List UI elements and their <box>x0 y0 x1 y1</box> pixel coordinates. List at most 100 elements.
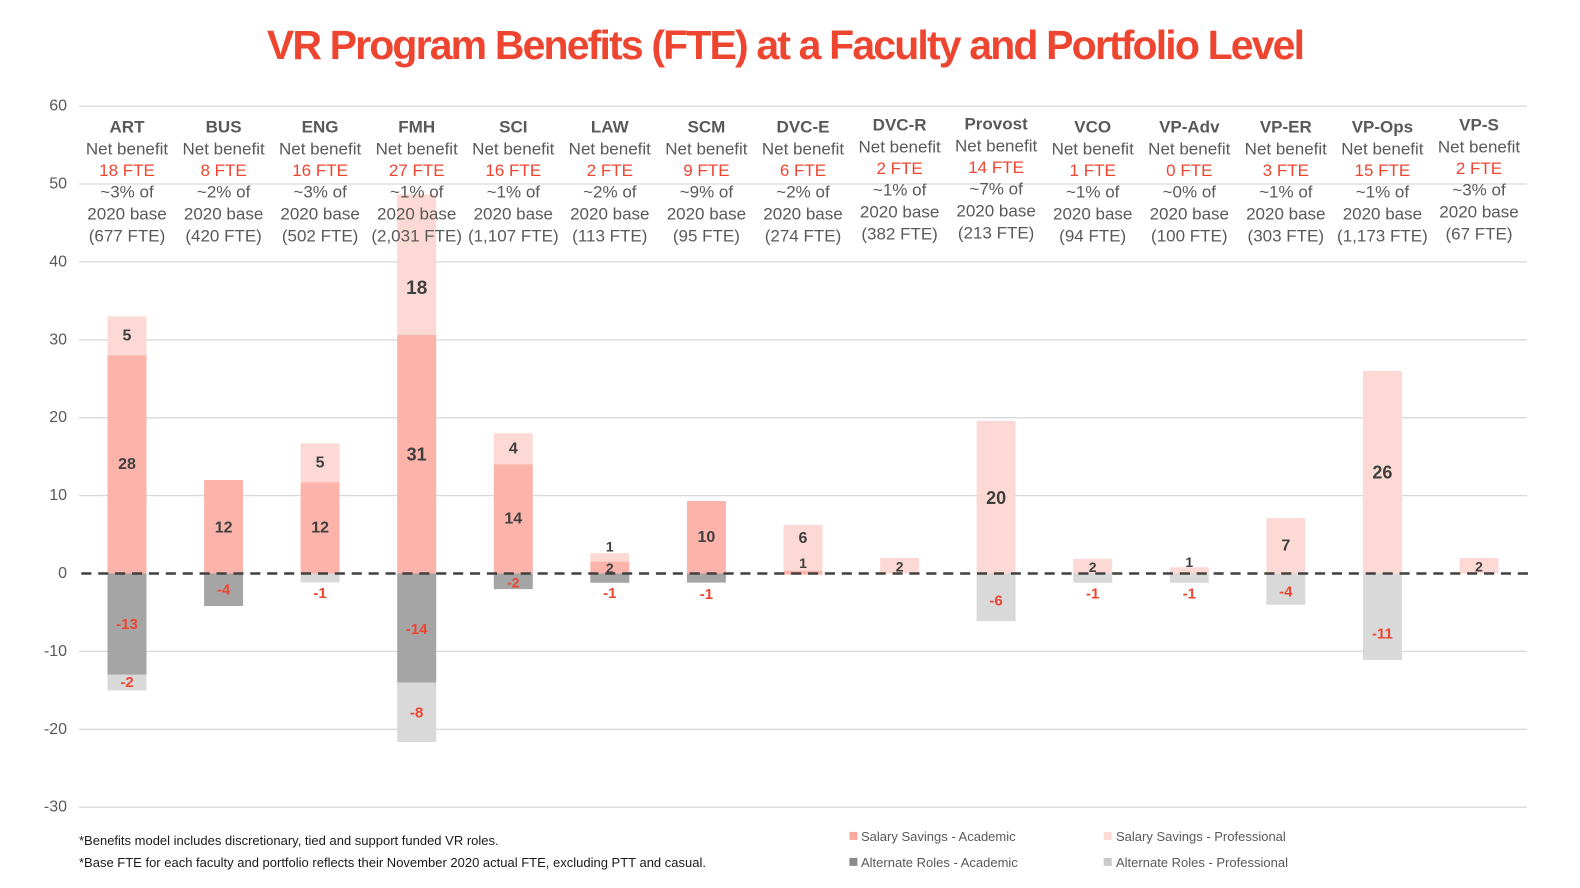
svg-text:~2% of: ~2% of <box>583 183 637 202</box>
svg-text:(67 FTE): (67 FTE) <box>1445 225 1512 244</box>
svg-text:(95 FTE): (95 FTE) <box>673 227 740 246</box>
svg-text:(382 FTE): (382 FTE) <box>861 225 938 244</box>
svg-text:Salary Savings - Professional: Salary Savings - Professional <box>1116 829 1286 844</box>
svg-text:28: 28 <box>118 456 136 473</box>
svg-text:~2% of: ~2% of <box>197 183 251 202</box>
svg-text:2 FTE: 2 FTE <box>1456 159 1502 178</box>
svg-text:2020 base: 2020 base <box>860 203 939 222</box>
svg-text:20: 20 <box>986 488 1006 508</box>
svg-text:SCM: SCM <box>688 118 726 137</box>
svg-text:2020 base: 2020 base <box>1053 205 1132 224</box>
svg-text:-13: -13 <box>116 616 138 633</box>
svg-text:Net benefit: Net benefit <box>279 140 361 159</box>
svg-text:40: 40 <box>49 253 67 270</box>
svg-text:(213 FTE): (213 FTE) <box>958 224 1035 243</box>
svg-text:12: 12 <box>311 520 329 537</box>
svg-text:(502 FTE): (502 FTE) <box>282 227 359 246</box>
svg-text:0 FTE: 0 FTE <box>1166 161 1212 180</box>
svg-text:DVC-E: DVC-E <box>777 118 830 137</box>
svg-text:7: 7 <box>1281 538 1290 555</box>
svg-text:0: 0 <box>58 565 67 582</box>
svg-text:2020 base: 2020 base <box>570 205 649 224</box>
svg-text:-1: -1 <box>313 585 326 602</box>
svg-text:(420 FTE): (420 FTE) <box>185 227 262 246</box>
svg-text:VP-Adv: VP-Adv <box>1159 118 1220 137</box>
svg-text:(303 FTE): (303 FTE) <box>1248 227 1325 246</box>
svg-text:2020 base: 2020 base <box>956 202 1035 221</box>
svg-text:~3% of: ~3% of <box>293 183 347 202</box>
svg-text:Provost: Provost <box>964 115 1028 134</box>
svg-text:14: 14 <box>504 510 522 527</box>
svg-text:VCO: VCO <box>1074 118 1111 137</box>
svg-text:~0% of: ~0% of <box>1163 183 1217 202</box>
svg-text:~9% of: ~9% of <box>680 183 734 202</box>
svg-text:~2% of: ~2% of <box>776 183 830 202</box>
svg-text:SCI: SCI <box>499 118 527 137</box>
svg-text:VP-S: VP-S <box>1459 116 1499 135</box>
svg-text:2020 base: 2020 base <box>377 205 456 224</box>
svg-text:10: 10 <box>49 487 67 504</box>
svg-text:30: 30 <box>49 331 67 348</box>
svg-text:1: 1 <box>799 555 807 571</box>
svg-text:5: 5 <box>316 454 325 471</box>
svg-text:-10: -10 <box>44 643 67 660</box>
svg-text:~1% of: ~1% of <box>1066 183 1120 202</box>
svg-text:-1: -1 <box>700 586 713 603</box>
svg-text:16 FTE: 16 FTE <box>292 161 348 180</box>
svg-text:Net benefit: Net benefit <box>1148 140 1230 159</box>
svg-text:-14: -14 <box>406 621 428 638</box>
svg-text:-20: -20 <box>44 721 67 738</box>
svg-text:-6: -6 <box>989 593 1002 610</box>
svg-text:2: 2 <box>1475 559 1483 575</box>
svg-text:-30: -30 <box>44 799 67 816</box>
svg-text:18 FTE: 18 FTE <box>99 161 155 180</box>
svg-text:Net benefit: Net benefit <box>569 140 651 159</box>
svg-text:Net benefit: Net benefit <box>955 137 1037 156</box>
svg-text:1: 1 <box>1185 554 1193 570</box>
svg-text:Net benefit: Net benefit <box>1052 140 1134 159</box>
svg-text:ART: ART <box>110 118 146 137</box>
svg-text:12: 12 <box>215 520 233 537</box>
svg-text:~7% of: ~7% of <box>969 180 1023 199</box>
svg-text:-1: -1 <box>603 585 616 602</box>
svg-text:~1% of: ~1% of <box>1259 183 1313 202</box>
svg-text:2020 base: 2020 base <box>667 205 746 224</box>
svg-text:-1: -1 <box>1183 586 1196 603</box>
svg-text:2020 base: 2020 base <box>1150 205 1229 224</box>
svg-text:1 FTE: 1 FTE <box>1070 161 1116 180</box>
svg-text:2020 base: 2020 base <box>1246 205 1325 224</box>
svg-text:6: 6 <box>799 530 808 547</box>
svg-text:Net benefit: Net benefit <box>86 140 168 159</box>
svg-text:6 FTE: 6 FTE <box>780 161 826 180</box>
svg-text:(100 FTE): (100 FTE) <box>1151 227 1228 246</box>
svg-text:3 FTE: 3 FTE <box>1263 161 1309 180</box>
svg-text:31: 31 <box>407 445 427 465</box>
svg-text:2020 base: 2020 base <box>1343 205 1422 224</box>
svg-text:-4: -4 <box>217 582 231 599</box>
svg-text:1: 1 <box>606 538 614 554</box>
svg-text:(1,107 FTE): (1,107 FTE) <box>468 227 559 246</box>
svg-text:Net benefit: Net benefit <box>1341 140 1423 159</box>
svg-text:~1% of: ~1% of <box>487 183 541 202</box>
svg-text:VP-ER: VP-ER <box>1260 118 1312 137</box>
svg-text:Net benefit: Net benefit <box>665 140 747 159</box>
svg-text:Net benefit: Net benefit <box>1245 140 1327 159</box>
svg-text:50: 50 <box>49 176 67 193</box>
svg-text:Net benefit: Net benefit <box>858 138 940 157</box>
svg-text:2020 base: 2020 base <box>184 205 263 224</box>
svg-text:2020 base: 2020 base <box>87 205 166 224</box>
svg-text:(677 FTE): (677 FTE) <box>89 227 166 246</box>
svg-text:DVC-R: DVC-R <box>873 116 927 135</box>
svg-text:2 FTE: 2 FTE <box>876 159 922 178</box>
svg-text:(274 FTE): (274 FTE) <box>765 227 842 246</box>
svg-text:Net benefit: Net benefit <box>182 140 264 159</box>
svg-text:Alternate Roles - Academic: Alternate Roles - Academic <box>861 855 1018 870</box>
svg-text:Salary Savings - Academic: Salary Savings - Academic <box>861 829 1016 844</box>
svg-text:16 FTE: 16 FTE <box>485 161 541 180</box>
svg-text:-8: -8 <box>410 705 423 722</box>
svg-text:-2: -2 <box>507 574 520 590</box>
svg-text:*Base FTE for each faculty and: *Base FTE for each faculty and portfolio… <box>79 855 706 870</box>
svg-text:VP-Ops: VP-Ops <box>1352 118 1413 137</box>
svg-text:LAW: LAW <box>591 118 630 137</box>
svg-text:9 FTE: 9 FTE <box>683 161 729 180</box>
